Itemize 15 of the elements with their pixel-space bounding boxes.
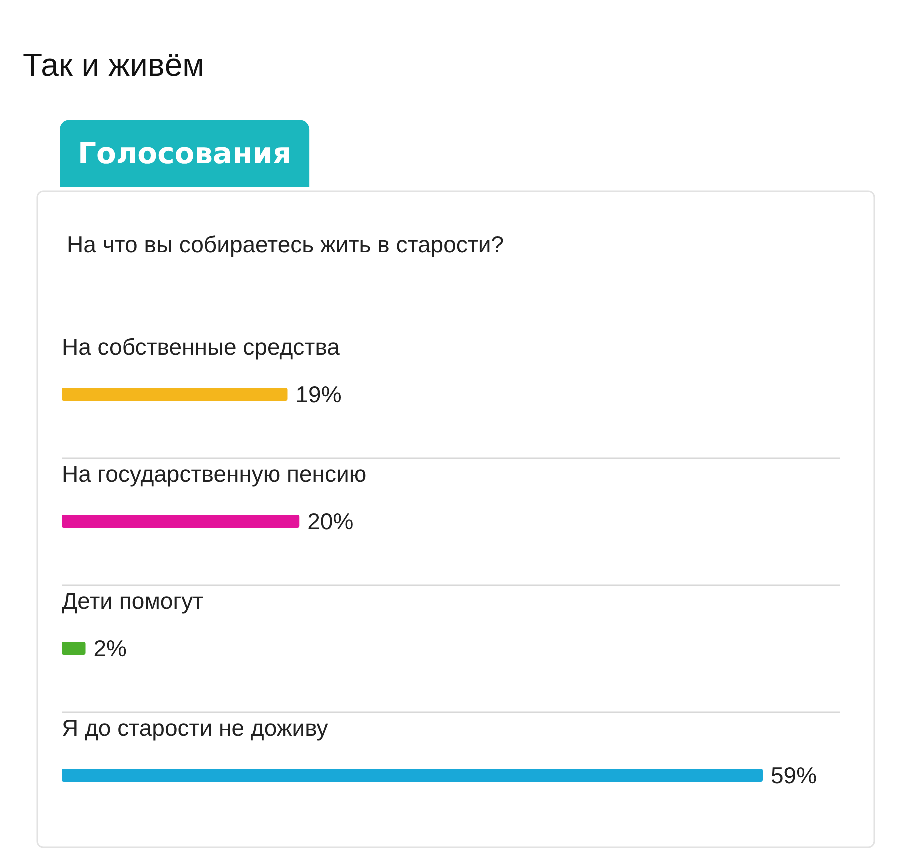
data-label: 20%: [308, 508, 354, 534]
chart-subtitle: На что вы собираетесь жить в старости?: [67, 232, 504, 258]
bar: [62, 769, 763, 782]
y-tick-label: Дети помогут: [62, 588, 204, 614]
bar: [62, 388, 288, 401]
chart-title: Так и живём: [23, 47, 205, 83]
y-tick-label: На государственную пенсию: [62, 461, 367, 487]
bar: [62, 642, 86, 655]
y-tick-label: Я до старости не доживу: [62, 715, 329, 741]
data-label: 59%: [771, 762, 818, 788]
data-label: 19%: [296, 382, 342, 408]
data-label: 2%: [94, 636, 128, 662]
text: Голосования: [78, 136, 292, 170]
y-tick-label: На собственные средства: [62, 334, 340, 360]
bar: [62, 515, 300, 528]
